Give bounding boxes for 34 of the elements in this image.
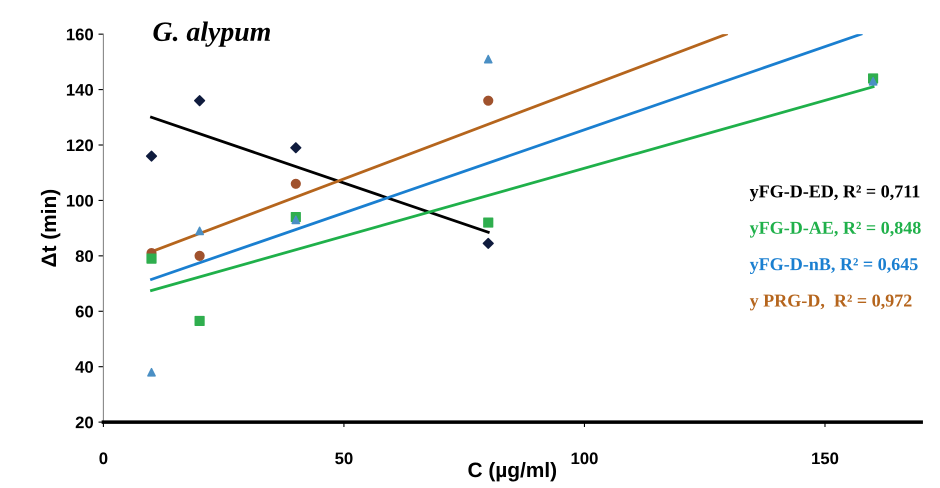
point [194,250,205,261]
text: yFG-D-nB, R² = 0,645 [750,258,918,274]
point [194,95,206,106]
x-tick-label: 50 [335,452,353,464]
y-tick-label: 60 [76,306,93,318]
point [484,54,493,64]
point [146,150,158,162]
point [483,96,494,106]
y-axis-title: Δt (min) [40,190,60,267]
x-axis-title: C (µg/ml) [468,462,556,482]
y-tick-label: 160 [66,28,93,40]
y-tick-label: 20 [76,416,93,428]
point [147,368,156,377]
point [483,218,494,228]
point [194,316,205,326]
y-tick-label: 80 [76,250,93,262]
y-tick-label: 40 [75,361,93,373]
point [290,142,302,154]
point [195,226,204,236]
y-tick-label: 120 [66,139,93,152]
x-tick-label: 0 [99,452,108,464]
text: yFG-D-AE, R² = 0,848 [750,222,921,238]
chart-title: G. alypum [153,22,270,47]
point [290,178,301,189]
point [482,238,494,249]
y-tick-label: 140 [66,84,93,96]
point [146,254,157,264]
x-tick-label: 100 [572,452,598,464]
point [291,215,300,224]
text: yFG-D-ED, R² = 0,711 [750,185,920,202]
x-tick-label: 150 [812,452,838,464]
point [868,76,878,86]
y-tick-label: 100 [66,194,93,207]
text: y PRG-D, R² = 0,972 [750,294,912,310]
